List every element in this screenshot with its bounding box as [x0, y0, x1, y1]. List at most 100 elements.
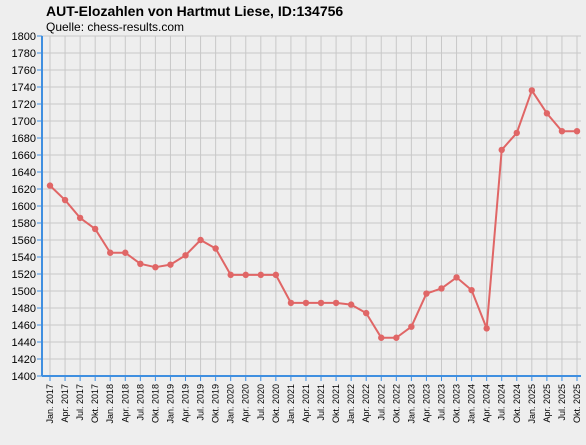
y-tick-label: 1540 — [12, 252, 36, 264]
data-point — [287, 299, 295, 307]
x-tick-label: Jul. 2021 — [316, 384, 326, 421]
y-tick-label: 1460 — [12, 320, 36, 332]
y-tick-label: 1560 — [12, 235, 36, 247]
y-tick-label: 1720 — [12, 99, 36, 111]
x-tick-label: Okt. 2019 — [211, 384, 221, 423]
x-tick-label: Jan. 2024 — [467, 384, 477, 424]
data-point — [573, 128, 581, 135]
data-point — [528, 87, 536, 94]
x-tick-label: Apr. 2022 — [361, 384, 371, 423]
y-tick-label: 1680 — [12, 133, 36, 145]
y-tick-label: 1760 — [12, 65, 36, 77]
data-point — [453, 274, 460, 281]
x-tick-label: Okt. 2021 — [331, 384, 341, 423]
elo-series — [46, 87, 581, 341]
x-tick-label: Okt. 2018 — [150, 384, 160, 423]
x-tick-label: Jul. 2022 — [376, 384, 386, 421]
data-point — [167, 261, 174, 268]
data-point — [91, 225, 99, 233]
data-point — [197, 236, 204, 244]
data-point — [363, 309, 370, 317]
x-tick-label: Apr. 2018 — [120, 384, 130, 423]
data-point — [212, 245, 219, 252]
x-tick-label: Jul. 2019 — [196, 384, 206, 421]
data-point — [483, 325, 490, 332]
x-tick-label: Okt. 2020 — [271, 384, 281, 423]
y-tick-label: 1700 — [12, 116, 36, 128]
x-tick-label: Jul. 2025 — [557, 384, 567, 421]
x-axis-ticks: Jan. 2017 Apr. 2017 Jul. 2017 Okt. 2017 Jan.… — [45, 384, 582, 424]
data-point — [558, 128, 566, 135]
y-tick-label: 1580 — [12, 218, 36, 230]
chart-source-label: Quelle: chess-results.com — [46, 20, 185, 34]
data-point — [272, 271, 280, 279]
y-tick-label: 1800 — [12, 31, 36, 43]
x-tick-label: Jul. 2023 — [436, 384, 446, 421]
x-tick-label: Apr. 2020 — [241, 384, 251, 423]
data-point — [227, 271, 234, 279]
x-tick-label: Jan. 2020 — [226, 384, 236, 424]
x-tick-label: Apr. 2024 — [482, 384, 492, 423]
chart-grid — [42, 35, 581, 377]
x-tick-label: Okt. 2023 — [452, 384, 462, 423]
data-point — [438, 285, 445, 292]
x-tick-label: Jan. 2017 — [45, 384, 55, 424]
x-tick-label: Jul. 2020 — [256, 384, 266, 421]
y-tick-label: 1640 — [12, 167, 36, 179]
x-tick-label: Jul. 2024 — [497, 384, 507, 421]
x-tick-label: Apr. 2019 — [181, 384, 191, 423]
data-point — [543, 110, 551, 117]
data-point — [347, 301, 355, 308]
x-tick-label: Jul. 2018 — [135, 384, 145, 421]
x-tick-label: Jan. 2022 — [346, 384, 356, 424]
data-point — [107, 249, 114, 256]
chart-axes — [37, 35, 581, 381]
x-tick-label: Apr. 2023 — [421, 384, 431, 423]
y-tick-label: 1600 — [12, 201, 36, 213]
data-point — [393, 334, 400, 341]
data-point — [317, 299, 325, 307]
data-point — [408, 323, 415, 330]
x-tick-label: Okt. 2024 — [512, 384, 522, 423]
y-tick-label: 1620 — [12, 184, 36, 196]
data-point — [332, 299, 340, 307]
data-point — [46, 182, 54, 189]
x-tick-label: Okt. 2017 — [90, 384, 100, 423]
y-axis-ticks: 1400 1420 1440 1460 1480 1500 1520 1540 1560 1580… — [12, 31, 36, 383]
y-tick-label: 1440 — [12, 337, 36, 349]
x-tick-label: Jan. 2025 — [527, 384, 537, 424]
y-tick-label: 1420 — [12, 354, 36, 366]
data-point — [423, 290, 430, 297]
x-tick-label: Apr. 2021 — [301, 384, 311, 423]
x-tick-label: Jan. 2023 — [406, 384, 416, 424]
page-title: AUT-Elozahlen von Hartmut Liese, ID:1347… — [46, 3, 344, 19]
data-point — [137, 260, 144, 267]
y-tick-label: 1400 — [12, 371, 36, 383]
x-tick-label: Jul. 2017 — [75, 384, 85, 421]
y-tick-label: 1500 — [12, 286, 36, 298]
y-tick-label: 1480 — [12, 303, 36, 315]
data-point — [122, 249, 129, 256]
data-point — [378, 334, 385, 341]
y-tick-label: 1740 — [12, 82, 36, 94]
data-point — [498, 146, 505, 154]
data-point — [76, 214, 84, 222]
data-point — [152, 264, 159, 271]
data-point — [513, 129, 520, 137]
x-tick-label: Okt. 2022 — [391, 384, 401, 423]
data-point — [468, 286, 475, 294]
data-point — [182, 252, 189, 259]
x-tick-label: Jan. 2018 — [105, 384, 115, 424]
y-tick-label: 1780 — [12, 48, 36, 60]
y-tick-label: 1520 — [12, 269, 36, 281]
y-tick-label: 1660 — [12, 150, 36, 162]
x-tick-label: Apr. 2017 — [60, 384, 70, 423]
data-point — [61, 196, 69, 204]
data-point — [242, 271, 249, 279]
x-tick-label: Jan. 2021 — [286, 384, 296, 424]
x-tick-label: Jan. 2019 — [165, 384, 175, 424]
x-tick-label: Okt. 2025 — [572, 384, 582, 423]
data-point — [257, 271, 264, 279]
x-tick-label: Apr. 2025 — [542, 384, 552, 423]
